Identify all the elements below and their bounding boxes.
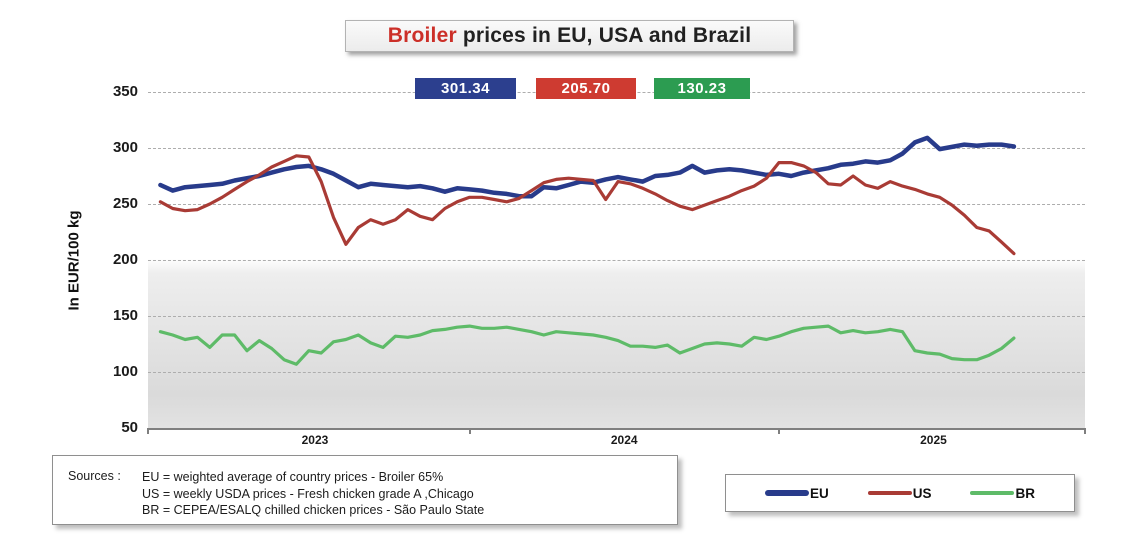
y-tick-label: 250 — [112, 195, 138, 212]
latest-value-badge-us: 205.70 — [536, 78, 636, 99]
y-tick-label: 50 — [121, 419, 138, 436]
legend-item-br: BR — [970, 486, 1035, 501]
legend-label-br: BR — [1015, 485, 1035, 501]
series-line-eu — [158, 135, 1017, 199]
x-tick-mark — [468, 428, 471, 434]
gridline — [148, 372, 1085, 373]
y-tick-label: 100 — [112, 363, 138, 380]
legend-label-us: US — [912, 485, 932, 501]
y-axis-title-text: In EUR/100 kg — [65, 209, 83, 311]
legend-item-us: US — [867, 485, 932, 501]
chart-title-highlight: Broiler — [387, 24, 457, 47]
x-tick-mark — [147, 428, 149, 434]
series-line-us — [158, 154, 1016, 256]
x-tick-label: 2023 — [301, 433, 329, 447]
y-tick-label: 300 — [112, 139, 138, 156]
y-tick-label: 350 — [112, 83, 138, 100]
sources-box: Sources : EU = weighted average of count… — [52, 455, 678, 525]
source-line-eu: EU = weighted average of country prices … — [142, 470, 444, 484]
x-tick-mark — [777, 428, 780, 434]
series-svg — [158, 135, 1017, 366]
latest-value-badge-br: 130.23 — [654, 78, 750, 99]
source-line-br: BR = CEPEA/ESALQ chilled chicken prices … — [142, 503, 485, 517]
x-tick-label: 2025 — [920, 433, 947, 447]
x-tick-mark — [1084, 428, 1086, 434]
source-line-us: US = weekly USDA prices - Fresh chicken … — [142, 486, 474, 501]
legend-item-eu: EU — [764, 485, 829, 501]
x-tick-label: 2024 — [610, 433, 638, 447]
y-tick-label: 150 — [112, 307, 138, 324]
legend-label-eu: EU — [809, 485, 829, 501]
series-line-br — [158, 324, 1016, 366]
chart-title: Broiler prices in EU, USA and Brazil — [345, 20, 794, 52]
sources-label: Sources : — [68, 469, 121, 483]
sources-lines: EU = weighted average of country prices … — [142, 469, 484, 519]
y-tick-label: 200 — [112, 251, 138, 268]
legend: EU US BR — [725, 474, 1075, 512]
legend-line-swatch-eu — [764, 490, 809, 496]
gridline — [148, 260, 1085, 261]
chart-title-rest: prices in EU, USA and Brazil — [456, 24, 752, 47]
gridline — [148, 204, 1085, 205]
gridline — [148, 148, 1085, 149]
legend-line-swatch-us — [867, 491, 912, 495]
plot-area — [148, 92, 1085, 430]
y-axis-title: In EUR/100 kg — [56, 92, 92, 428]
gridline — [148, 316, 1085, 317]
latest-value-badge-eu: 301.34 — [415, 78, 516, 99]
legend-line-swatch-br — [970, 491, 1015, 495]
